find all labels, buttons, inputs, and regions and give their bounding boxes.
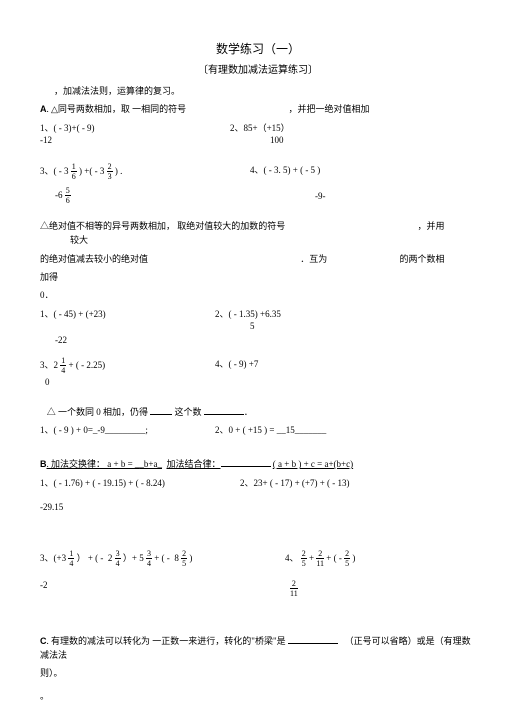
review-note: ，加减法法则，运算律的复习。 — [40, 84, 476, 98]
q-a1: 1、( - 3)+( - 9) — [40, 121, 95, 134]
frac-icon: 25 — [344, 550, 350, 568]
ans-a7: 0 — [45, 377, 50, 387]
frac-icon: 56 — [65, 187, 71, 205]
ans-a3: -6 56 — [55, 187, 71, 205]
page-title: 数学练习（一） — [40, 40, 476, 57]
frac-icon: 211 — [290, 580, 298, 598]
q-b3: 3、(+3 14 ） + ( - 2 34 ）+ 5 34 + ( - 8 25… — [40, 550, 192, 568]
section-a-rule2d: 0． — [40, 288, 476, 302]
ans-b4: 211 — [290, 580, 298, 598]
section-b-header: B. 加法交换律： a + b = __b+a_ 加法结合律： ( a + b … — [40, 457, 476, 471]
page-subtitle: 〔有理数加减法运算练习〕 — [40, 61, 476, 76]
q-a2: 2、85+（+15） — [230, 121, 290, 134]
frac-icon: 14 — [60, 357, 66, 375]
ans-a4: -9- — [315, 191, 326, 201]
section-a-rule1: A. △同号两数相加，取 一相同的符号 ，并把一绝对值相加 — [40, 102, 476, 116]
q-b2: 2、23+ ( - 17) + (+7) + ( - 13) — [240, 476, 350, 489]
ans-a6: 5 — [250, 321, 255, 331]
ans-b3: -2 — [40, 580, 48, 590]
end-dot: 。 — [40, 689, 476, 703]
section-c-cont: 则）。 — [40, 666, 476, 680]
section-a-rule2c: 加得 — [40, 270, 476, 284]
section-a-rule2: △绝对值不相等的异号两数相加， 取绝对值较大的加数的符号 ，并用 较大 — [40, 219, 476, 248]
frac-icon: 34 — [115, 550, 121, 568]
q-a7: 3、2 14 + ( - 2.25) — [40, 357, 105, 375]
eq-a1: 1、( - 9 ) + 0=_-9_________; — [40, 423, 148, 436]
ans-a1: -12 — [40, 135, 52, 145]
frac-icon: 16 — [71, 163, 77, 181]
eq-a2: 2、0 + ( +15 ) = __15_______ — [215, 423, 326, 436]
frac-icon: 14 — [68, 550, 74, 568]
q-b4: 4、 25 + 211 + ( - 25 ) — [285, 550, 355, 568]
section-c: C. 有理数的减法可以转化为 一正数一来进行，转化的"桥梁"是 （正号可以省略）… — [40, 634, 476, 663]
section-a-rule3: △ 一个数同 0 相加，仍得 这个数 ． — [40, 405, 476, 419]
frac-icon: 34 — [146, 550, 152, 568]
frac-icon: 25 — [301, 550, 307, 568]
section-a-rule2b: 的绝对值减去较小的绝对值 ．互为 的两个数相 — [40, 252, 476, 266]
ans-a2: 100 — [270, 135, 284, 145]
q-a8: 4、( - 9) +7 — [215, 357, 258, 370]
frac-icon: 25 — [181, 550, 187, 568]
q-a4: 4、( - 3. 5) + ( - 5 ) — [250, 163, 320, 176]
frac-icon: 211 — [316, 550, 324, 568]
q-a3: 3、( - 3 16 ) +( - 3 23 ) . — [40, 163, 122, 181]
frac-icon: 23 — [107, 163, 113, 181]
q-a5: 1、( - 45) + (+23) — [40, 307, 106, 320]
q-b1: 1、( - 1.76) + ( - 19.15) + ( - 8.24) — [40, 476, 165, 489]
ans-b1: -29.15 — [40, 502, 63, 512]
ans-a5: -22 — [55, 335, 67, 345]
q-a6: 2、( - 1.35) +6.35 — [215, 307, 281, 320]
